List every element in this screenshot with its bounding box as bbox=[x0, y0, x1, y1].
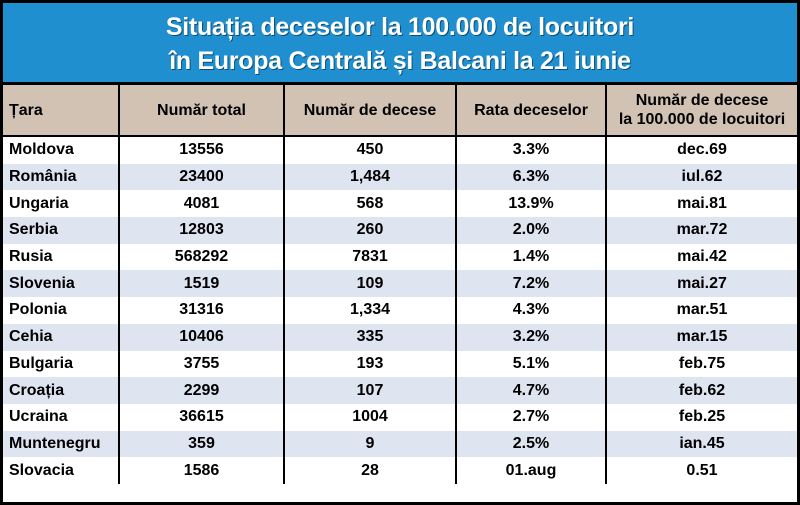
table-row: Ungaria 4081 568 13.9% mai.81 bbox=[3, 190, 797, 218]
cell-deaths-per-100k: 0.51 bbox=[605, 457, 797, 484]
cell-country: Moldova bbox=[3, 136, 119, 164]
cell-deaths-per-100k: ian.45 bbox=[605, 430, 797, 458]
table-row: Ucraina 36615 1004 2.7% feb.25 bbox=[3, 403, 797, 431]
cell-deaths: 1,334 bbox=[283, 297, 456, 324]
cell-total: 2299 bbox=[118, 377, 284, 404]
cell-death-rate: 5.1% bbox=[455, 350, 606, 378]
cell-deaths-per-100k: feb.62 bbox=[605, 377, 797, 404]
table-row: Croația 2299 107 4.7% feb.62 bbox=[3, 377, 797, 404]
cell-deaths-per-100k: mar.72 bbox=[605, 217, 797, 244]
cell-death-rate: 6.3% bbox=[455, 163, 606, 191]
cell-country: Bulgaria bbox=[3, 350, 119, 378]
cell-death-rate: 4.7% bbox=[455, 377, 606, 404]
cell-deaths-per-100k: iul.62 bbox=[605, 163, 797, 191]
chart-title-line-2: în Europa Centrală și Balcani la 21 iuni… bbox=[169, 47, 631, 75]
cell-deaths-per-100k: dec.69 bbox=[605, 136, 797, 164]
cell-country: Serbia bbox=[3, 217, 119, 244]
cell-total: 4081 bbox=[118, 190, 284, 218]
cell-country: Croația bbox=[3, 377, 119, 404]
cell-country: Ucraina bbox=[3, 403, 119, 431]
cell-total: 10406 bbox=[118, 323, 284, 351]
cell-deaths: 7831 bbox=[283, 243, 456, 271]
cell-total: 13556 bbox=[118, 136, 284, 164]
table-row: Slovacia 1586 28 01.aug 0.51 bbox=[3, 457, 797, 484]
cell-total: 31316 bbox=[118, 297, 284, 324]
cell-total: 36615 bbox=[118, 403, 284, 431]
header-country: Țara bbox=[3, 85, 119, 137]
table-row: România 23400 1,484 6.3% iul.62 bbox=[3, 163, 797, 191]
header-deaths: Număr de decese bbox=[283, 85, 456, 137]
header-deaths-per-100k-line-1: Număr de decese bbox=[635, 92, 769, 109]
table-row: Muntenegru 359 9 2.5% ian.45 bbox=[3, 430, 797, 458]
cell-country: Slovacia bbox=[3, 457, 119, 484]
header-total: Număr total bbox=[118, 85, 284, 137]
table-row: Moldova 13556 450 3.3% dec.69 bbox=[3, 136, 797, 164]
cell-deaths: 1004 bbox=[283, 403, 456, 431]
cell-deaths-per-100k: mar.15 bbox=[605, 323, 797, 351]
cell-total: 3755 bbox=[118, 350, 284, 378]
cell-deaths: 193 bbox=[283, 350, 456, 378]
table-row: Cehia 10406 335 3.2% mar.15 bbox=[3, 323, 797, 351]
cell-total: 23400 bbox=[118, 163, 284, 191]
cell-death-rate: 7.2% bbox=[455, 270, 606, 298]
cell-deaths-per-100k: mai.81 bbox=[605, 190, 797, 218]
cell-total: 1519 bbox=[118, 270, 284, 298]
header-row: Țara Număr total Număr de decese Rata de… bbox=[3, 85, 797, 137]
cell-total: 12803 bbox=[118, 217, 284, 244]
cell-country: Muntenegru bbox=[3, 430, 119, 458]
cell-death-rate: 3.2% bbox=[455, 323, 606, 351]
cell-deaths: 1,484 bbox=[283, 163, 456, 191]
cell-death-rate: 01.aug bbox=[455, 457, 606, 484]
cell-deaths: 9 bbox=[283, 430, 456, 458]
cell-deaths: 335 bbox=[283, 323, 456, 351]
cell-death-rate: 1.4% bbox=[455, 243, 606, 271]
data-table: Țara Număr total Număr de decese Rata de… bbox=[3, 85, 797, 484]
cell-country: Polonia bbox=[3, 297, 119, 324]
cell-total: 359 bbox=[118, 430, 284, 458]
cell-deaths-per-100k: feb.25 bbox=[605, 403, 797, 431]
cell-death-rate: 4.3% bbox=[455, 297, 606, 324]
cell-total: 568292 bbox=[118, 243, 284, 271]
cell-death-rate: 13.9% bbox=[455, 190, 606, 218]
cell-country: Ungaria bbox=[3, 190, 119, 218]
cell-country: Cehia bbox=[3, 323, 119, 351]
table-row: Rusia 568292 7831 1.4% mai.42 bbox=[3, 243, 797, 271]
cell-total: 1586 bbox=[118, 457, 284, 484]
cell-death-rate: 2.5% bbox=[455, 430, 606, 458]
table-row: Polonia 31316 1,334 4.3% mar.51 bbox=[3, 297, 797, 324]
cell-deaths-per-100k: mar.51 bbox=[605, 297, 797, 324]
table-row: Bulgaria 3755 193 5.1% feb.75 bbox=[3, 350, 797, 378]
cell-deaths-per-100k: feb.75 bbox=[605, 350, 797, 378]
cell-deaths-per-100k: mai.27 bbox=[605, 270, 797, 298]
table-body: Moldova 13556 450 3.3% dec.69 România 23400 1,4… bbox=[3, 136, 797, 484]
cell-deaths: 450 bbox=[283, 136, 456, 164]
table-row: Serbia 12803 260 2.0% mar.72 bbox=[3, 217, 797, 244]
cell-death-rate: 2.7% bbox=[455, 403, 606, 431]
header-deaths-per-100k: Număr de decese la 100.000 de locuitori bbox=[605, 85, 797, 137]
chart-title: Situația deceselor la 100.000 de locuito… bbox=[3, 3, 797, 85]
cell-death-rate: 3.3% bbox=[455, 136, 606, 164]
cell-deaths: 109 bbox=[283, 270, 456, 298]
cell-country: România bbox=[3, 163, 119, 191]
cell-deaths: 107 bbox=[283, 377, 456, 404]
cell-death-rate: 2.0% bbox=[455, 217, 606, 244]
table-row: Slovenia 1519 109 7.2% mai.27 bbox=[3, 270, 797, 298]
cell-deaths: 28 bbox=[283, 457, 456, 484]
cell-deaths: 568 bbox=[283, 190, 456, 218]
cell-deaths: 260 bbox=[283, 217, 456, 244]
cell-country: Rusia bbox=[3, 243, 119, 271]
header-deaths-per-100k-line-2: la 100.000 de locuitori bbox=[618, 111, 786, 128]
cell-deaths-per-100k: mai.42 bbox=[605, 243, 797, 271]
header-death-rate: Rata deceselor bbox=[455, 85, 606, 137]
cell-country: Slovenia bbox=[3, 270, 119, 298]
chart-title-line-1: Situația deceselor la 100.000 de locuito… bbox=[165, 13, 635, 41]
